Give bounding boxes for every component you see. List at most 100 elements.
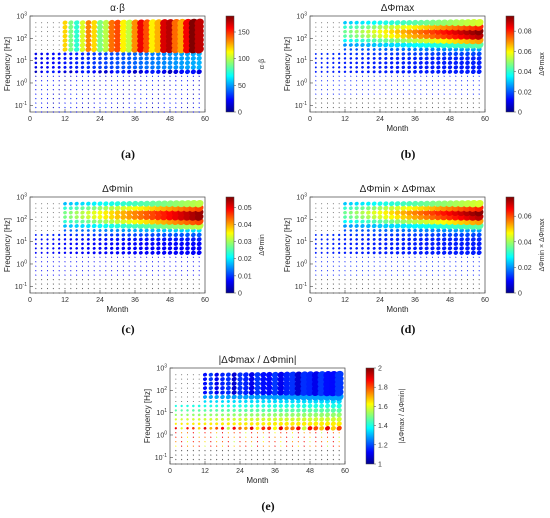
y-tick-label: 10-1 (295, 101, 307, 110)
data-point (315, 102, 317, 104)
data-point (150, 69, 155, 74)
data-point (52, 44, 54, 46)
data-point (350, 93, 352, 95)
x-tick-label: 12 (61, 116, 69, 123)
data-point (111, 80, 113, 82)
data-point (93, 80, 95, 82)
data-point (116, 75, 119, 77)
colorbar-tick-label: 1.6 (378, 404, 388, 411)
data-point (198, 111, 200, 113)
data-point (332, 70, 335, 73)
data-point (52, 80, 54, 82)
data-point (169, 93, 171, 95)
data-point (35, 111, 37, 113)
x-tick-label: 48 (166, 116, 174, 123)
data-point (315, 75, 317, 77)
data-point (70, 84, 72, 86)
data-point (321, 35, 323, 37)
data-point (35, 44, 37, 46)
data-point (148, 19, 157, 27)
data-point (327, 221, 328, 223)
data-point (35, 89, 37, 91)
x-tick-label: 36 (271, 468, 279, 475)
data-point (105, 102, 107, 104)
data-point (332, 207, 334, 209)
x-tick-label: 24 (376, 297, 384, 304)
data-point (46, 102, 49, 104)
data-point (64, 75, 66, 77)
data-point (116, 89, 119, 91)
data-point (128, 102, 130, 104)
data-point (99, 93, 101, 95)
data-point (356, 93, 358, 95)
data-point (344, 111, 346, 113)
data-point (356, 80, 358, 82)
data-point (355, 70, 358, 74)
data-point (46, 66, 49, 69)
data-point (70, 93, 72, 95)
x-tick-label: 0 (308, 116, 312, 123)
data-point (52, 97, 54, 100)
colorbar-label: ΔΦmax (539, 52, 546, 76)
data-point (356, 84, 358, 86)
data-point (52, 48, 54, 50)
data-point (187, 396, 188, 398)
data-point (103, 65, 108, 70)
x-tick-label: 48 (166, 297, 174, 304)
data-point (121, 65, 126, 70)
data-point (70, 111, 72, 113)
data-point (350, 97, 352, 100)
data-point (338, 31, 340, 33)
data-point (192, 80, 194, 82)
x-tick-label: 48 (306, 468, 314, 475)
data-point (326, 111, 329, 113)
data-point (332, 212, 334, 214)
data-point (343, 25, 347, 29)
data-point (356, 111, 358, 113)
data-point (315, 31, 317, 33)
data-point (161, 69, 167, 74)
data-point (344, 102, 346, 104)
data-point (196, 69, 202, 75)
data-point (169, 102, 171, 104)
data-point (125, 24, 133, 31)
data-point (46, 80, 49, 82)
data-point (74, 24, 80, 30)
data-point (198, 392, 200, 394)
data-point (122, 106, 124, 109)
data-point (315, 221, 317, 223)
data-point (46, 70, 49, 74)
data-point (181, 97, 183, 100)
data-point (64, 111, 66, 113)
colorbar-tick-label: 0.01 (238, 273, 252, 280)
data-point (47, 225, 48, 227)
data-point (99, 102, 101, 104)
data-point (64, 106, 66, 109)
data-point (196, 65, 202, 70)
data-point (169, 111, 171, 113)
data-point (348, 29, 353, 34)
data-point (332, 111, 334, 113)
data-point (314, 70, 317, 73)
data-point (35, 26, 37, 28)
data-point (47, 26, 48, 28)
data-point (157, 75, 159, 77)
data-point (321, 26, 323, 28)
data-point (181, 84, 183, 86)
data-point (81, 84, 84, 86)
data-point (157, 102, 159, 104)
data-point (192, 374, 194, 376)
data-point (327, 31, 328, 33)
x-tick-label: 60 (481, 116, 489, 123)
y-tick-label: 103 (16, 12, 27, 21)
data-point (169, 106, 171, 109)
data-point (315, 35, 317, 37)
data-point (58, 40, 60, 42)
data-point (35, 203, 37, 205)
data-point (163, 89, 165, 91)
colorbar (505, 196, 515, 294)
data-point (96, 46, 104, 53)
data-point (140, 75, 142, 77)
data-point (68, 29, 74, 34)
data-point (108, 24, 115, 31)
